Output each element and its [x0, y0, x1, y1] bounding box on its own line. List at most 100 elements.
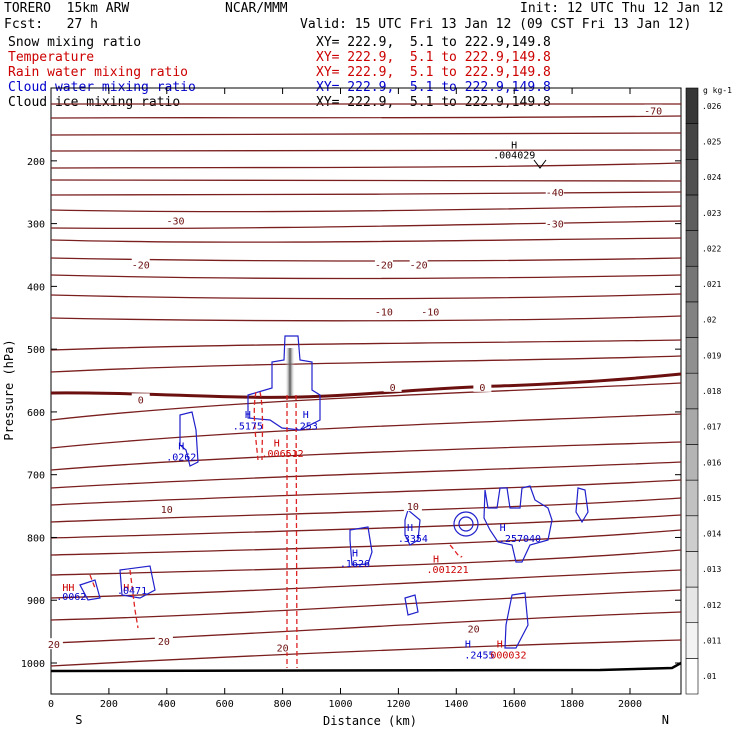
x-tick-label: 200: [100, 699, 118, 710]
colorbar-swatch: [685, 622, 699, 659]
maximum-label: H: [407, 523, 413, 534]
temperature-label: 20: [277, 643, 289, 654]
x-tick-label: 1400: [444, 699, 468, 710]
field-name-rain: Rain water mixing ratio: [8, 65, 189, 80]
temperature-label-bg: [409, 258, 428, 270]
colorbar-swatch: [685, 158, 699, 196]
rain-water-contours: [89, 391, 463, 669]
snow-shading: [285, 348, 295, 396]
colorbar-swatch: [685, 408, 699, 445]
org-label: NCAR/MMM: [225, 1, 288, 16]
temperature-label-bg: [166, 214, 185, 226]
forecast-hour: Fcst: 27 h: [4, 17, 98, 32]
temperature-label: -40: [546, 188, 564, 199]
colorbar-label: .024: [702, 173, 721, 182]
maximum-label: .257040: [499, 534, 541, 545]
maximum-label: .253: [294, 421, 318, 432]
y-tick-label: 400: [27, 282, 45, 293]
temperature-label-bg: [403, 500, 422, 512]
colorbar-label: .026: [702, 102, 721, 111]
x-tick-label: 1800: [560, 699, 584, 710]
colorbar-label: .021: [702, 280, 721, 289]
temperature-label: 10: [407, 502, 419, 513]
temperature-label-bg: [131, 258, 150, 270]
temperature-label: 0: [390, 383, 396, 394]
colorbar-label: .011: [702, 637, 721, 646]
colorbar-label: .019: [702, 351, 721, 360]
colorbar-label: .022: [702, 244, 721, 253]
temperature-label: 0: [138, 395, 144, 406]
colorbar-swatch: [685, 230, 699, 267]
colorbar-swatch: [685, 515, 699, 552]
temperature-label: -30: [166, 216, 184, 227]
colorbar-swatch: [685, 337, 699, 374]
temperature-label: 0: [479, 383, 485, 394]
cloud-water-contours: [79, 335, 589, 649]
maximum-label: .1626: [340, 559, 370, 570]
temperature-label: 20: [468, 624, 480, 635]
maximum-label: .006512: [262, 449, 304, 460]
colorbar-label: .017: [702, 423, 721, 432]
x-axis: 0 200 400 600 800 1000 1200 1400 1600 1800 2000: [48, 88, 642, 710]
y-tick-label: 900: [27, 596, 45, 607]
maximum-label: H: [352, 548, 358, 559]
colorbar-swatch: [685, 444, 699, 481]
x-tick-label: 1600: [502, 699, 526, 710]
maximum-label: .2455: [464, 651, 494, 662]
maximum-label: .5175: [233, 421, 263, 432]
colorbar-label: .015: [702, 494, 721, 503]
temperature-contours: [50, 102, 682, 667]
temperature-label-bg: [644, 104, 663, 116]
x-tick-label: 1000: [328, 699, 352, 710]
maximum-label: .0471: [117, 586, 147, 597]
temperature-label-bg: [374, 305, 393, 317]
colorbar-swatch: [685, 551, 699, 588]
temperature-label-bg: [473, 380, 492, 392]
maximum-label: H: [497, 639, 503, 650]
colorbar-label: .025: [702, 137, 721, 146]
maximum-label: HH: [62, 583, 74, 594]
temperature-label-bg: [464, 622, 483, 634]
maximum-label: H: [500, 523, 506, 534]
temperature-label: 20: [158, 637, 170, 648]
maximum-label: H: [178, 442, 184, 453]
maximum-label: .0062: [56, 592, 86, 603]
x-tick-label: 2000: [618, 699, 642, 710]
colorbar-unit: g kg-1: [703, 86, 732, 95]
field-xy-temperature: XY= 222.9, 5.1 to 222.9,149.8: [316, 50, 551, 65]
temperature-labels: -70 -40 -30 -30 -20 -20 -20 -10 -10 0 0 0 10 10 20 20 20…: [44, 104, 663, 654]
field-xy-rain: XY= 222.9, 5.1 to 222.9,149.8: [316, 65, 551, 80]
x-tick-label: 0: [48, 699, 54, 710]
colorbar-swatch: [685, 372, 699, 410]
colorbar-swatch: [685, 194, 699, 231]
maximum-label: H: [465, 639, 471, 650]
init-time: Init: 12 UTC Thu 12 Jan 12: [520, 1, 724, 16]
temperature-label-bg: [374, 258, 393, 270]
field-xy-snow: XY= 222.9, 5.1 to 222.9,149.8: [316, 35, 551, 50]
maximum-label: H: [303, 410, 309, 421]
colorbar-swatch: [685, 586, 699, 624]
maximum-label: .004029: [493, 150, 535, 161]
colorbar-swatch: [685, 265, 699, 303]
temperature-label-bg: [154, 635, 173, 647]
maximum-label: .001221: [427, 565, 469, 576]
field-name-temperature: Temperature: [8, 50, 95, 65]
y-tick-label: 500: [27, 345, 45, 356]
temperature-label: 10: [161, 505, 173, 516]
ground-line: [50, 661, 682, 673]
y-tick-label: 800: [27, 533, 45, 544]
colorbar-swatch: [685, 123, 699, 160]
temperature-label: -30: [546, 220, 564, 231]
model-title: TORERO 15km ARW: [4, 1, 130, 16]
temperature-label-bg: [545, 217, 564, 229]
valid-time: Valid: 15 UTC Fri 13 Jan 12 (09 CST Fri …: [300, 17, 692, 32]
maximum-label: .3354: [398, 534, 428, 545]
field-name-cloud-ice: Cloud ice mixing ratio: [8, 95, 181, 110]
y-tick-label: 1000: [21, 659, 45, 670]
colorbar-swatch: [685, 479, 699, 517]
north-end-label: N: [662, 713, 669, 727]
temperature-label-bg: [545, 186, 564, 198]
temperature-label: -20: [375, 260, 393, 271]
